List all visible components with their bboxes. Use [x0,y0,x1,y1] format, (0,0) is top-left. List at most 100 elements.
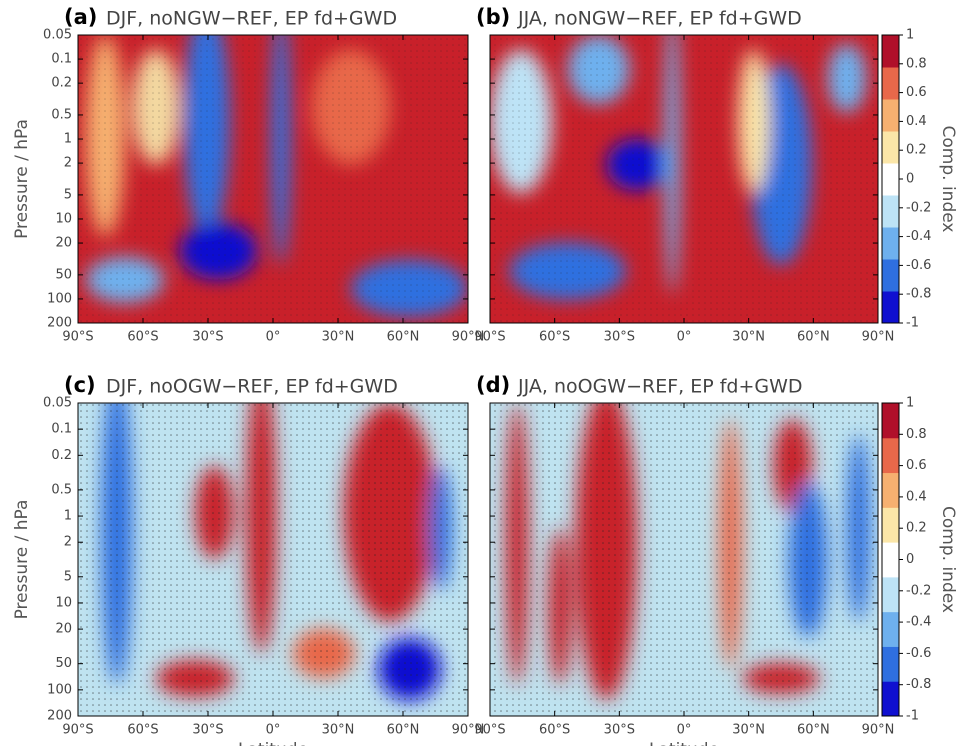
x-tick-label: 30°N [322,723,355,738]
panel-title: DJF, noNGW−REF, EP fd+GWD [106,8,397,30]
x-tick-label: 90°S [474,330,505,345]
y-tick-label: 10 [55,595,72,610]
stipple [78,403,468,716]
colorbar-tick-label: 0.4 [906,114,927,129]
y-tick-label: 20 [55,622,72,637]
x-tick-label: 0° [677,723,692,738]
y-axis-label: Pressure / hPa [12,119,32,239]
x-tick-label: 0° [266,723,281,738]
x-axis-label: Latitude [238,740,308,746]
y-tick-label: 2 [64,535,72,550]
colorbar-swatch [882,437,899,474]
y-tick-label: 0.05 [43,28,72,43]
colorbar-swatch [882,472,899,508]
x-tick-label: 90°S [62,330,93,345]
panel-label: (a) [64,5,97,29]
field [490,403,878,716]
field [78,35,468,323]
colorbar-tick-label: -0.4 [906,615,931,630]
panel-title: JJA, noNGW−REF, EP fd+GWD [517,8,802,30]
colorbar-tick-label: -0.6 [906,646,931,661]
x-tick-label: 60°N [387,723,420,738]
colorbar-tick-label: 0.2 [906,521,927,536]
y-tick-label: 50 [55,656,72,671]
x-tick-label: 60°S [127,330,158,345]
colorbar-swatch [882,195,899,228]
x-tick-label: 90°N [862,330,895,345]
x-tick-label: 0° [266,330,281,345]
y-axis-label: Pressure / hPa [12,500,32,620]
y-tick-label: 0.1 [51,422,72,437]
colorbar-swatch [882,67,899,100]
x-tick-label: 30°S [192,723,223,738]
panel-label: (d) [476,373,510,397]
colorbar-swatch [882,507,899,543]
x-tick-label: 90°N [452,330,485,345]
x-tick-label: 30°N [732,723,765,738]
y-tick-label: 100 [47,291,72,306]
x-tick-label: 30°N [732,330,765,345]
colorbar-swatch [882,291,899,324]
colorbar-swatch [882,576,899,613]
colorbar-swatch [882,227,899,260]
colorbar-tick-label: -0.6 [906,258,931,273]
colorbar-swatch [882,542,899,578]
colorbar-swatch [882,35,899,68]
colorbar-tick-label: 1 [906,396,914,411]
colorbar-tick-label: -0.4 [906,229,931,244]
colorbar-tick-label: 0.4 [906,489,927,504]
x-tick-label: 60°N [387,330,420,345]
colorbar-swatch [882,131,899,164]
x-tick-label: 60°N [797,723,830,738]
colorbar-tick-label: 0.6 [906,85,927,100]
x-tick-label: 90°N [862,723,895,738]
colorbar-tick-label: -0.8 [906,287,931,302]
y-tick-label: 1 [64,509,72,524]
x-tick-label: 90°N [452,723,485,738]
x-tick-label: 30°S [604,330,635,345]
x-tick-label: 60°N [797,330,830,345]
y-tick-label: 2 [64,156,72,171]
y-tick-label: 1 [64,132,72,147]
colorbar-swatch [882,163,899,196]
stipple [78,35,468,323]
panel-title: JJA, noOGW−REF, EP fd+GWD [517,376,803,398]
y-tick-label: 100 [47,682,72,697]
field [490,35,878,323]
colorbar-swatch [882,646,899,682]
colorbar-tick-label: 0 [906,552,914,567]
colorbar-swatch [882,259,899,292]
colorbar-tick-label: 0 [906,172,914,187]
x-tick-label: 90°S [474,723,505,738]
stipple [490,35,878,323]
y-tick-label: 200 [47,709,72,724]
y-tick-label: 0.2 [51,448,72,463]
x-tick-label: 30°S [192,330,223,345]
y-tick-label: 0.05 [43,396,72,411]
y-tick-label: 200 [47,316,72,331]
field [78,403,468,716]
colorbar-swatch [882,611,899,647]
x-axis-label: Latitude [649,740,719,746]
colorbar-tick-label: 0.2 [906,143,927,158]
panel-label: (c) [64,373,96,397]
colorbar-label: Comp. index [938,506,958,613]
y-tick-label: 0.2 [51,76,72,91]
colorbar-tick-label: 0.8 [906,427,927,442]
y-tick-label: 50 [55,267,72,282]
colorbar-tick-label: -0.2 [906,583,931,598]
y-tick-label: 5 [64,569,72,584]
colorbar-swatch [882,403,899,439]
x-tick-label: 90°S [62,723,93,738]
x-tick-label: 0° [677,330,692,345]
x-tick-label: 60°S [539,330,570,345]
y-tick-label: 0.1 [51,52,72,67]
colorbar-swatch [882,681,899,717]
colorbar-tick-label: 0.8 [906,56,927,71]
colorbar-label: Comp. index [938,126,958,233]
x-tick-label: 30°S [604,723,635,738]
panel-title: DJF, noOGW−REF, EP fd+GWD [106,376,398,398]
colorbar-tick-label: -0.2 [906,200,931,215]
stipple [490,403,878,716]
